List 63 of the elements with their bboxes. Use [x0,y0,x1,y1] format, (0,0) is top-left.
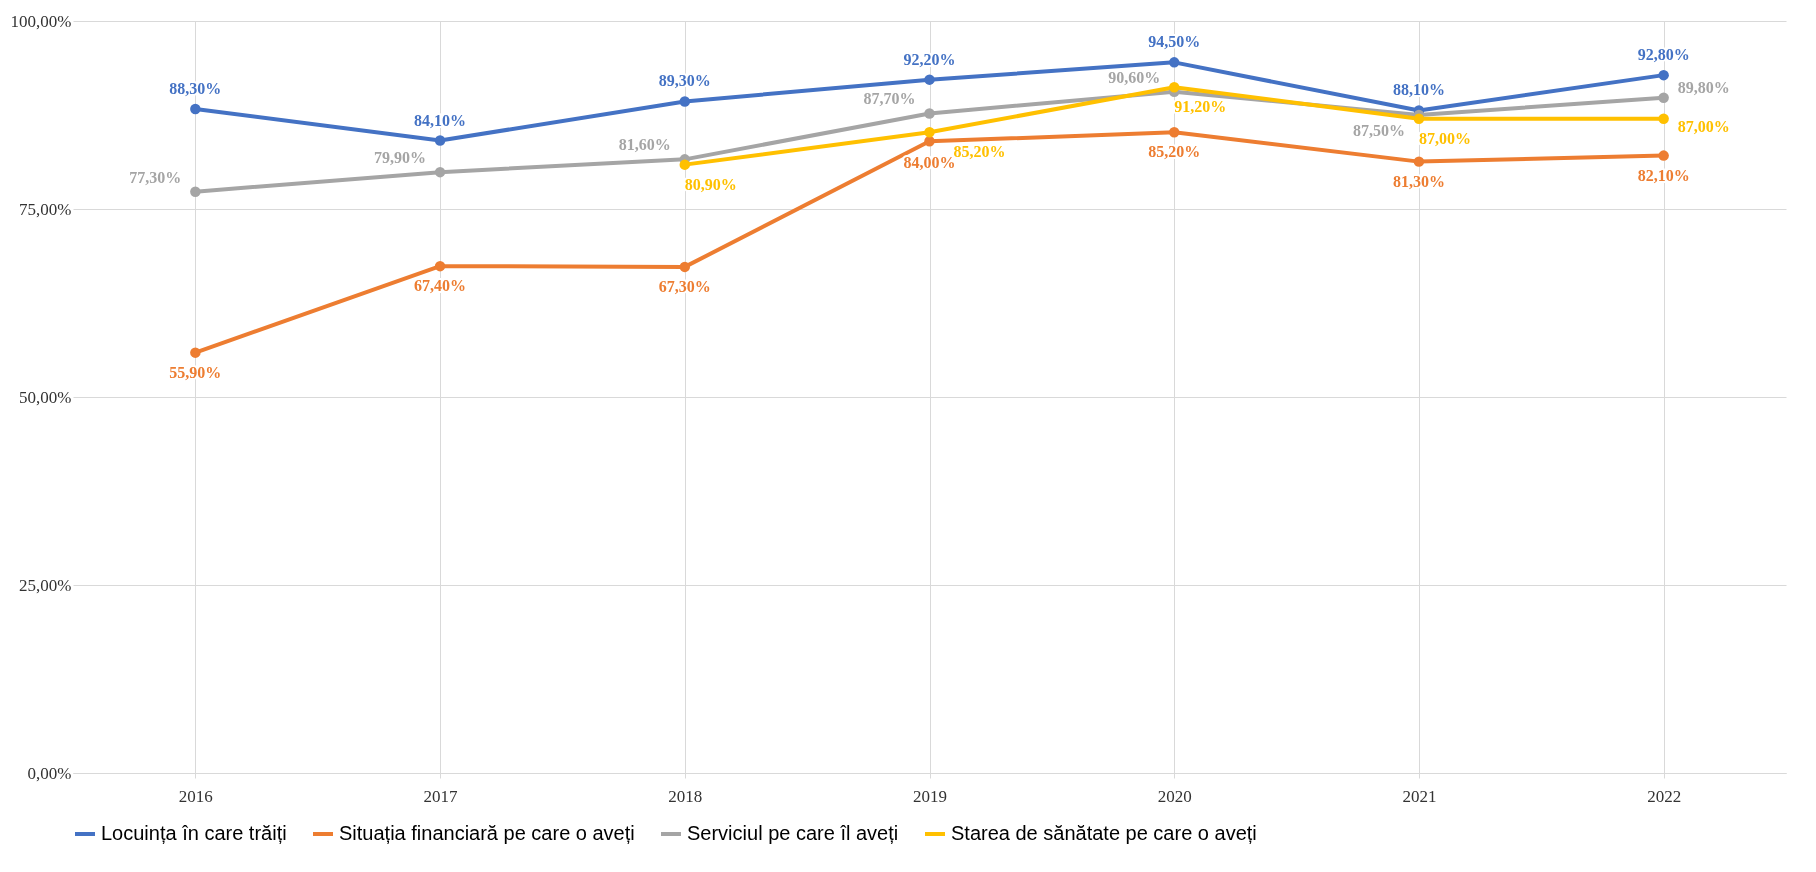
data-label: 94,50% [1148,33,1201,51]
point [679,159,691,170]
point [190,103,201,115]
data-label: 55,90% [169,363,222,381]
data-label: 91,20% [1174,98,1227,116]
point [1413,113,1425,124]
point [190,186,201,197]
data-label: 85,20% [953,143,1006,161]
point [924,74,935,85]
y-tick-label: 25,00% [19,575,72,595]
point [1658,113,1669,124]
data-label: 90,60% [1108,68,1161,86]
data-label: 89,80% [1677,78,1730,96]
point [679,96,691,107]
data-label: 87,00% [1418,129,1471,147]
data-label: 82,10% [1637,166,1690,184]
x-tick-label: 2021 [1402,786,1437,806]
legend-label: Locuința în care trăiți [101,822,287,844]
data-label: 88,10% [1392,81,1445,99]
point [1413,156,1425,167]
point [1658,92,1669,103]
data-label: 80,90% [684,175,737,193]
data-label: 89,30% [658,72,711,90]
x-tick-label: 2022 [1647,786,1682,806]
point [434,260,446,272]
y-tick-label: 75,00% [19,199,72,219]
data-label: 67,30% [658,277,711,295]
x-tick-label: 2017 [423,786,459,806]
point [1168,127,1180,138]
data-label: 81,30% [1392,172,1445,190]
point [1658,150,1669,161]
data-label: 67,40% [414,277,467,295]
data-label: 87,70% [863,90,916,108]
data-label: 87,00% [1677,117,1730,135]
x-tick-label: 2018 [668,786,703,806]
data-label: 88,30% [169,79,222,97]
legend-label: Situația financiară pe care o aveți [339,822,635,844]
point [434,135,446,146]
x-tick-label: 2016 [178,786,213,806]
legend-label: Serviciul pe care îl aveți [687,822,899,844]
data-label: 87,50% [1352,122,1405,139]
point [924,136,935,147]
data-label: 84,10% [414,111,467,129]
y-tick-label: 100,00% [10,11,72,31]
x-tick-label: 2019 [913,786,947,806]
point [1168,57,1180,68]
data-label: 81,60% [618,136,671,154]
point [924,108,935,119]
y-tick-label: 0,00% [27,763,72,783]
data-label: 79,90% [374,149,427,167]
data-label: 77,30% [129,168,182,186]
data-label: 92,80% [1637,46,1690,64]
legend-label: Starea de sănătate pe care o aveți [951,822,1257,844]
data-label: 92,20% [903,50,956,68]
x-tick-label: 2020 [1157,786,1192,806]
point [434,166,446,178]
point [679,261,691,273]
data-label: 85,20% [1148,143,1201,161]
point [924,127,935,138]
y-tick-label: 50,00% [19,387,72,407]
point [1168,81,1180,93]
point [190,347,201,358]
point [1658,69,1669,81]
